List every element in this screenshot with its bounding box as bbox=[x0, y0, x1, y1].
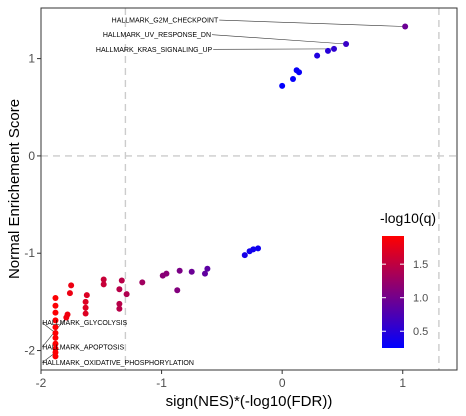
x-tick-label: 0 bbox=[279, 376, 286, 390]
data-point bbox=[116, 300, 123, 307]
legend-ticks: 0.5 1.0 1.5 bbox=[382, 259, 428, 338]
data-point bbox=[66, 290, 73, 297]
y-tick-label: -2 bbox=[24, 344, 35, 358]
data-point bbox=[52, 334, 59, 341]
annotation-labels: HALLMARK_G2M_CHECKPOINT HALLMARK_UV_RESPO… bbox=[42, 18, 219, 368]
data-point bbox=[116, 286, 123, 293]
annotation-label: HALLMARK_GLYCOLYSIS bbox=[42, 320, 127, 327]
data-points bbox=[52, 23, 409, 360]
data-point bbox=[324, 47, 331, 54]
data-point bbox=[100, 276, 107, 283]
data-point bbox=[331, 45, 338, 52]
data-point bbox=[279, 82, 286, 89]
data-point bbox=[314, 52, 321, 59]
data-point bbox=[52, 317, 59, 324]
data-point bbox=[52, 309, 59, 316]
data-point bbox=[68, 282, 75, 289]
data-point bbox=[52, 302, 59, 309]
data-point bbox=[188, 268, 195, 275]
legend-tick-label: 1.5 bbox=[413, 259, 428, 271]
data-point bbox=[255, 245, 262, 252]
data-point bbox=[116, 305, 123, 312]
annotation-label: HALLMARK_OXIDATIVE_PHOSPHORYLATION bbox=[42, 360, 194, 367]
data-point bbox=[123, 291, 130, 298]
x-tick-label: -2 bbox=[36, 376, 47, 390]
data-point bbox=[82, 298, 89, 305]
y-axis-title: Normal Enrichement Score bbox=[6, 99, 23, 279]
annotation-leader-line bbox=[211, 34, 347, 45]
x-axis-title: sign(NES)*(-log10(FDR)) bbox=[166, 393, 333, 410]
data-point bbox=[204, 265, 211, 272]
legend-title: -log10(q) bbox=[380, 210, 436, 226]
color-legend: -log10(q) 0.5 1.0 1.5 bbox=[380, 210, 436, 348]
x-axis-ticks: -2 -1 0 1 bbox=[36, 370, 406, 390]
panel-border bbox=[40, 7, 458, 371]
data-point bbox=[201, 270, 208, 277]
y-axis-ticks: -2 -1 0 1 bbox=[24, 52, 41, 358]
y-tick-label: 0 bbox=[28, 149, 35, 163]
annotation-label: HALLMARK_KRAS_SIGNALING_UP bbox=[96, 47, 213, 54]
legend-color-bar bbox=[382, 236, 404, 348]
data-point bbox=[52, 353, 59, 360]
data-point bbox=[63, 314, 70, 321]
data-point bbox=[176, 267, 183, 274]
data-point bbox=[296, 69, 303, 76]
data-point bbox=[83, 292, 90, 299]
legend-tick-label: 0.5 bbox=[413, 326, 428, 338]
x-tick-label: -1 bbox=[156, 376, 167, 390]
data-point bbox=[52, 294, 59, 301]
data-point bbox=[159, 272, 166, 279]
data-point bbox=[241, 252, 248, 259]
y-tick-label: 1 bbox=[28, 52, 35, 66]
data-point bbox=[174, 287, 181, 294]
data-point bbox=[246, 248, 253, 255]
data-point bbox=[52, 324, 59, 331]
legend-tick-label: 1.0 bbox=[413, 293, 428, 305]
data-point bbox=[290, 76, 297, 83]
reference-lines bbox=[41, 8, 457, 370]
data-point bbox=[139, 279, 146, 286]
data-point bbox=[100, 281, 107, 288]
data-point bbox=[82, 310, 89, 317]
annotation-leader-lines bbox=[41, 19, 406, 363]
data-point bbox=[118, 277, 125, 284]
data-point bbox=[52, 340, 59, 347]
annotation-label: HALLMARK_APOPTOSIS bbox=[42, 345, 124, 352]
data-point bbox=[402, 23, 409, 30]
data-point bbox=[82, 304, 89, 311]
data-point bbox=[52, 330, 59, 337]
data-point bbox=[343, 41, 350, 48]
annotation-leader-line bbox=[219, 19, 406, 27]
y-tick-label: -1 bbox=[24, 246, 35, 260]
annotation-label: HALLMARK_G2M_CHECKPOINT bbox=[112, 18, 219, 25]
x-tick-label: 1 bbox=[399, 376, 406, 390]
annotation-label: HALLMARK_UV_RESPONSE_DN bbox=[103, 32, 211, 39]
